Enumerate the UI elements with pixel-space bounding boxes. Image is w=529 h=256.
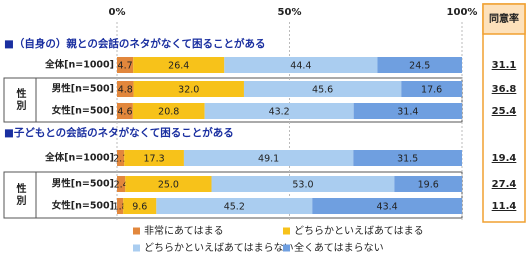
value-label: 31.5 — [397, 154, 418, 165]
bar-segment — [224, 57, 378, 73]
bar-segment — [204, 103, 354, 119]
value-label: 43.4 — [377, 202, 398, 213]
bar-segment — [132, 103, 205, 119]
agree-rate: 36.8 — [492, 84, 517, 95]
x-tick-label: 50% — [278, 7, 302, 18]
value-label: 2.4 — [114, 180, 129, 191]
value-label: 4.6 — [117, 107, 132, 118]
bar-segment — [156, 198, 313, 214]
agree-column-header-bg — [482, 3, 526, 35]
value-label: 4.7 — [118, 61, 133, 72]
legend-swatch — [133, 227, 140, 235]
agree-rate: 27.4 — [492, 179, 517, 190]
bar-segment — [117, 103, 133, 119]
legend-label: どちらかといえばあてはまる — [294, 225, 424, 237]
agree-rate: 31.1 — [492, 60, 517, 71]
bar-segment — [117, 81, 134, 97]
value-label: 20.8 — [158, 107, 179, 118]
bar-segment — [123, 198, 157, 214]
bar-segment — [117, 150, 125, 166]
category-label: 女性[n=500] — [52, 105, 114, 117]
bar-segment — [125, 176, 212, 192]
agree-column-header: 同意率 — [489, 12, 519, 25]
category-label: 全体[n=1000] — [44, 152, 114, 164]
value-label: 17.6 — [421, 85, 442, 96]
x-tick-label: 100% — [447, 7, 478, 18]
value-label: 17.3 — [144, 154, 165, 165]
category-label: 男性[n=500] — [52, 178, 114, 190]
value-label: 26.4 — [168, 61, 189, 72]
value-label: 1.8 — [113, 202, 128, 213]
bar-segment — [117, 176, 126, 192]
category-label: 全体[n=1000] — [44, 59, 114, 71]
value-label: 9.6 — [132, 202, 147, 213]
section-title: ■子どもとの会話のネタがなくて困ることがある — [4, 126, 234, 139]
legend-swatch — [283, 244, 290, 252]
legend-swatch — [283, 227, 290, 235]
value-label: 43.2 — [269, 107, 290, 118]
agree-rate: 19.4 — [492, 153, 517, 164]
bar-segment — [394, 176, 462, 192]
legend-label: 非常にあてはまる — [144, 224, 224, 237]
value-label: 19.6 — [418, 180, 439, 191]
bar-segment — [124, 150, 184, 166]
bar-segment — [211, 176, 395, 192]
value-label: 49.1 — [258, 154, 279, 165]
value-label: 53.0 — [292, 180, 313, 191]
value-label: 44.4 — [290, 61, 311, 72]
x-tick-label: 0% — [109, 7, 126, 18]
bar-segment — [117, 198, 124, 214]
value-label: 4.8 — [118, 85, 133, 96]
bar-segment — [117, 57, 134, 73]
value-label: 25.0 — [158, 180, 179, 191]
value-label: 45.6 — [312, 85, 333, 96]
bar-segment — [353, 150, 462, 166]
group-label: 性別 — [14, 87, 27, 112]
value-label: 31.4 — [397, 107, 418, 118]
section-title: ■（自身の）親との会話のネタがなくて困ることがある — [4, 37, 266, 50]
agree-rate: 11.4 — [492, 201, 517, 212]
bar-segment — [401, 81, 462, 97]
legend-swatch — [133, 244, 140, 252]
bar-segment — [183, 150, 354, 166]
value-label: 32.0 — [178, 85, 199, 96]
bar-segment — [133, 81, 244, 97]
group-label: 性別 — [14, 182, 27, 207]
category-label: 女性[n=500] — [52, 200, 114, 212]
value-label: 45.2 — [224, 202, 245, 213]
bar-segment — [312, 198, 462, 214]
bar-segment — [377, 57, 462, 73]
category-label: 男性[n=500] — [52, 83, 114, 95]
legend-label: 全くあてはまらない — [294, 241, 384, 254]
bar-segment — [243, 81, 402, 97]
bar-segment — [133, 57, 225, 73]
agree-rate: 25.4 — [492, 106, 517, 117]
value-label: 2.1 — [113, 154, 128, 165]
bar-segment — [353, 103, 462, 119]
legend-label: どちらかといえばあてはまらない — [144, 242, 294, 254]
value-label: 24.5 — [409, 61, 430, 72]
